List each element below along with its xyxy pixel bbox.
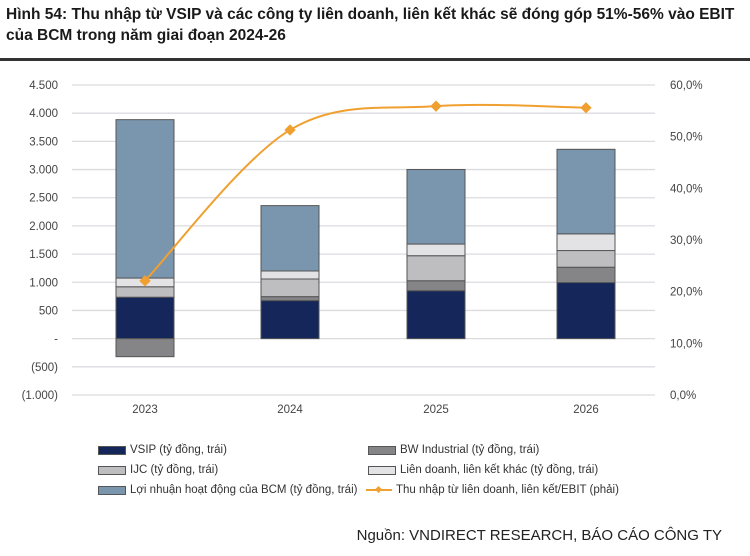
legend-label: Liên doanh, liên kết khác (tỷ đồng, trái…	[400, 464, 599, 476]
legend-swatch	[98, 445, 126, 455]
legend-item: Lợi nhuận hoạt động của BCM (tỷ đồng, tr…	[98, 484, 357, 496]
bar-segment	[260, 205, 320, 272]
left-axis-tick-label: (500)	[31, 362, 58, 374]
right-axis-tick-label: 50,0%	[670, 132, 703, 144]
left-axis-tick-label: 1.500	[29, 249, 58, 261]
left-axis-tick-label: 2.500	[29, 193, 58, 205]
legend-item: BW Industrial (tỷ đồng, trái)	[368, 444, 539, 456]
bar-segment	[260, 296, 320, 302]
left-axis-tick-label: (1.000)	[22, 390, 59, 402]
legend-label: BW Industrial (tỷ đồng, trái)	[400, 444, 540, 456]
bar-segment	[556, 250, 616, 268]
bar-segment	[260, 278, 320, 298]
left-axis-tick-label: 4.000	[29, 108, 58, 120]
bar-segment	[406, 290, 466, 340]
x-axis-tick-label: 2025	[423, 404, 449, 416]
legend-label: Lợi nhuận hoạt động của BCM (tỷ đồng, tr…	[130, 484, 358, 496]
right-axis-tick-label: 30,0%	[670, 235, 703, 247]
right-axis-tick-label: 60,0%	[670, 80, 703, 92]
bar-segment	[115, 119, 175, 279]
legend-swatch	[368, 445, 396, 455]
left-axis-tick-label: 3.000	[29, 165, 58, 177]
x-axis-tick-label: 2023	[132, 404, 158, 416]
source-note: Nguồn: VNDIRECT RESEARCH, BÁO CÁO CÔNG T…	[356, 527, 722, 544]
bar-segment	[115, 296, 175, 340]
left-axis-tick-label: 500	[39, 305, 58, 317]
bar-segment	[556, 266, 616, 284]
legend-label: Thu nhập từ liên doanh, liên kết/EBIT (p…	[396, 484, 619, 496]
legend-item: VSIP (tỷ đồng, trái)	[98, 444, 227, 456]
ratio-line-marker	[430, 100, 442, 112]
right-axis-tick-label: 10,0%	[670, 338, 703, 350]
bar-segment	[556, 233, 616, 252]
right-axis-tick-label: 20,0%	[670, 287, 703, 299]
left-axis-tick-label: 1.000	[29, 277, 58, 289]
bar-segment	[115, 286, 175, 298]
left-axis-tick-label: 2.000	[29, 221, 58, 233]
title-divider	[0, 58, 750, 61]
left-axis-tick-label: 3.500	[29, 136, 58, 148]
legend-item: IJC (tỷ đồng, trái)	[98, 464, 218, 476]
legend-swatch	[98, 465, 126, 475]
bar-segment	[556, 282, 616, 340]
bar-segment	[115, 338, 175, 358]
legend-swatch	[366, 485, 392, 495]
ratio-line-marker	[284, 124, 296, 136]
legend-label: IJC (tỷ đồng, trái)	[130, 464, 219, 476]
figure-title: Hình 54: Thu nhập từ VSIP và các công ty…	[6, 6, 735, 44]
bar-segment	[260, 300, 320, 340]
legend-swatch	[368, 465, 396, 475]
right-axis-tick-label: 0,0%	[670, 390, 696, 402]
left-axis-tick-label: 4.500	[29, 80, 58, 92]
bar-segment	[406, 255, 466, 282]
legend-item: Liên doanh, liên kết khác (tỷ đồng, trái…	[368, 464, 598, 476]
ratio-line-marker	[580, 102, 592, 114]
legend-swatch	[98, 485, 126, 495]
bar-segment	[260, 270, 320, 280]
bar-segment	[406, 168, 466, 245]
x-axis-tick-label: 2024	[277, 404, 303, 416]
legend-item: Thu nhập từ liên doanh, liên kết/EBIT (p…	[366, 484, 619, 496]
left-axis-tick-label: -	[54, 334, 58, 346]
x-axis-tick-label: 2026	[573, 404, 599, 416]
ratio-line	[144, 103, 587, 282]
legend-label: VSIP (tỷ đồng, trái)	[130, 444, 227, 456]
bar-segment	[556, 148, 616, 235]
ratio-line-marker	[139, 275, 151, 287]
right-axis-tick-label: 40,0%	[670, 183, 703, 195]
bar-segment	[406, 243, 466, 257]
bar-segment	[406, 280, 466, 292]
